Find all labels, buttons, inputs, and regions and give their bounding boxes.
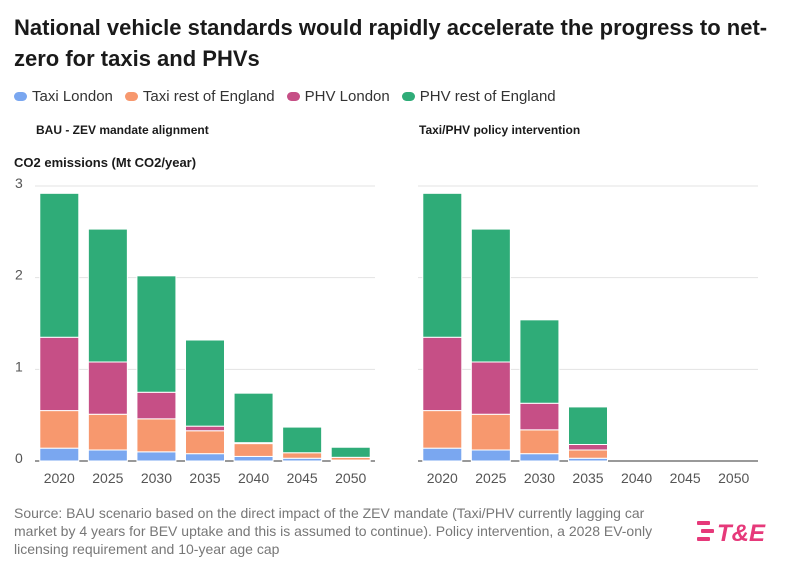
bar-segment <box>282 452 323 459</box>
y-tick-label: 0 <box>15 450 23 466</box>
legend-label: Taxi rest of England <box>142 88 275 105</box>
bar-segment <box>519 453 560 462</box>
bar-segment <box>233 443 274 457</box>
x-tick-label: 2045 <box>287 470 318 486</box>
bar-segment <box>282 426 323 454</box>
x-tick-label: 2050 <box>335 470 366 486</box>
te-logo: T&E <box>697 520 766 547</box>
x-tick-label: 2030 <box>524 470 555 486</box>
x-tick-label: 2045 <box>670 470 701 486</box>
x-tick-label: 2050 <box>718 470 749 486</box>
x-tick-label: 2020 <box>44 470 75 486</box>
bar-segment <box>185 430 225 455</box>
legend-item-taxi-london: Taxi London <box>14 88 113 105</box>
legend-swatch <box>401 92 415 101</box>
bar-segment <box>470 361 511 415</box>
bar-segment <box>185 425 225 432</box>
legend-swatch <box>14 92 27 101</box>
bar-segment <box>519 319 560 404</box>
bar-segment <box>39 447 80 462</box>
x-tick-label: 2040 <box>621 470 652 486</box>
legend-item-taxi-rest-of-england: Taxi rest of England <box>124 88 275 105</box>
y-tick-label: 3 <box>15 175 23 191</box>
y-tick-label: 1 <box>15 358 23 374</box>
bar-segment <box>422 447 463 462</box>
legend-label: PHV London <box>304 88 390 105</box>
bar-segment <box>87 413 128 451</box>
bar-segment <box>422 192 463 338</box>
bar-segment <box>233 392 274 444</box>
x-tick-label: 2020 <box>427 470 458 486</box>
bar-segment <box>470 228 511 363</box>
legend-swatch <box>286 92 300 101</box>
bar-segment <box>233 455 274 462</box>
panel-title-bau: BAU - ZEV mandate alignment <box>36 123 209 137</box>
bar-segment <box>330 446 371 458</box>
bar-segment <box>422 410 463 449</box>
bar-segment <box>568 444 608 451</box>
panel-title-policy: Taxi/PHV policy intervention <box>419 123 581 137</box>
x-tick-label: 2035 <box>572 470 603 486</box>
bar-segment <box>136 418 177 453</box>
legend-label: Taxi London <box>32 88 113 105</box>
bar-segment <box>470 449 511 462</box>
legend: Taxi London Taxi rest of England PHV Lon… <box>14 88 556 105</box>
bar-segment <box>136 451 177 462</box>
chart-title: National vehicle standards would rapidly… <box>14 15 768 71</box>
bar-segment <box>568 406 608 445</box>
source-note: Source: BAU scenario based on the direct… <box>14 505 653 557</box>
bar-segment <box>39 410 80 449</box>
legend-label: PHV rest of England <box>419 88 556 105</box>
bar-segment <box>39 192 80 338</box>
bar-segment <box>185 453 225 462</box>
bar-segment <box>470 413 511 451</box>
y-axis-title: CO2 emissions (Mt CO2/year) <box>14 155 197 170</box>
x-tick-label: 2040 <box>238 470 269 486</box>
x-tick-label: 2025 <box>92 470 123 486</box>
x-tick-label: 2025 <box>475 470 506 486</box>
bar-segment <box>39 336 80 412</box>
legend-item-phv-rest-of-england: PHV rest of England <box>401 88 556 105</box>
legend-swatch <box>124 92 138 101</box>
bar-segment <box>185 339 225 427</box>
bar-segment <box>87 228 128 363</box>
legend-item-phv-london: PHV London <box>286 88 390 105</box>
logo-text: T&E <box>717 520 766 547</box>
bar-segment <box>519 429 560 455</box>
bar-segment <box>87 449 128 462</box>
bar-segment <box>519 402 560 431</box>
bar-segment <box>136 391 177 420</box>
bar-segment <box>422 336 463 412</box>
x-tick-label: 2030 <box>141 470 172 486</box>
bar-segment <box>136 275 177 393</box>
x-tick-label: 2035 <box>189 470 220 486</box>
y-tick-label: 2 <box>15 267 23 283</box>
bar-segment <box>568 449 608 459</box>
bar-segment <box>87 361 128 415</box>
